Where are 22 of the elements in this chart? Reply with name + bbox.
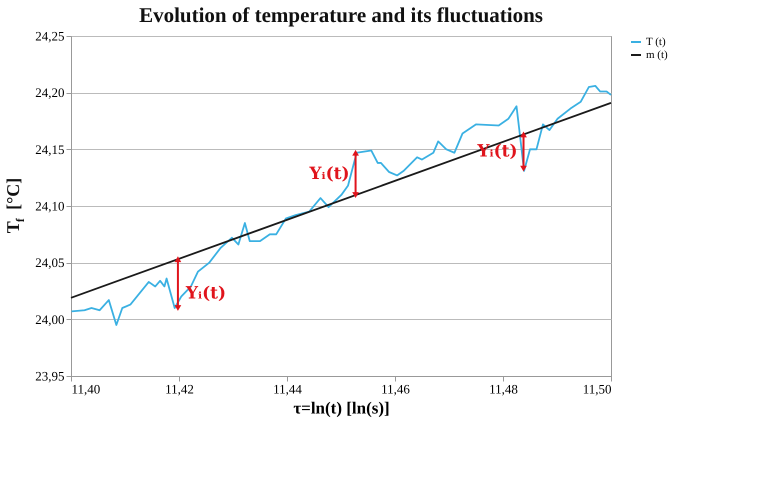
y-tick-label: 24,05 bbox=[35, 255, 64, 270]
annotation: Yᵢ(t) bbox=[184, 284, 226, 304]
x-axis-title: τ=ln(t) [ln(s)] bbox=[293, 398, 390, 418]
x-tick-label: 11,48 bbox=[489, 382, 518, 396]
x-tick-label: 11,44 bbox=[273, 382, 302, 396]
x-tick-label: 11,42 bbox=[165, 382, 194, 396]
y-tick-label: 24,25 bbox=[35, 28, 64, 44]
x-tick-label: 11,50 bbox=[582, 382, 612, 396]
legend-label: T (t) bbox=[646, 36, 666, 48]
annotation: Yᵢ(t) bbox=[476, 142, 518, 162]
y-tick-label: 24,00 bbox=[35, 312, 64, 327]
annotation: Yᵢ(t) bbox=[308, 164, 350, 184]
y-tick-label: 23,95 bbox=[35, 368, 64, 384]
legend-label: m (t) bbox=[646, 49, 668, 61]
chart-title: Evolution of temperature and its fluctuations bbox=[139, 3, 543, 27]
x-tick-label: 11,46 bbox=[381, 382, 410, 396]
y-tick-label: 24,20 bbox=[35, 85, 64, 100]
y-tick-label: 24,10 bbox=[35, 198, 64, 214]
y-tick-label: 24,15 bbox=[35, 142, 64, 157]
line-series bbox=[70, 84, 612, 326]
x-tick-label: 11,40 bbox=[72, 382, 100, 396]
y-axis-title: Tf [°C] bbox=[3, 178, 27, 234]
